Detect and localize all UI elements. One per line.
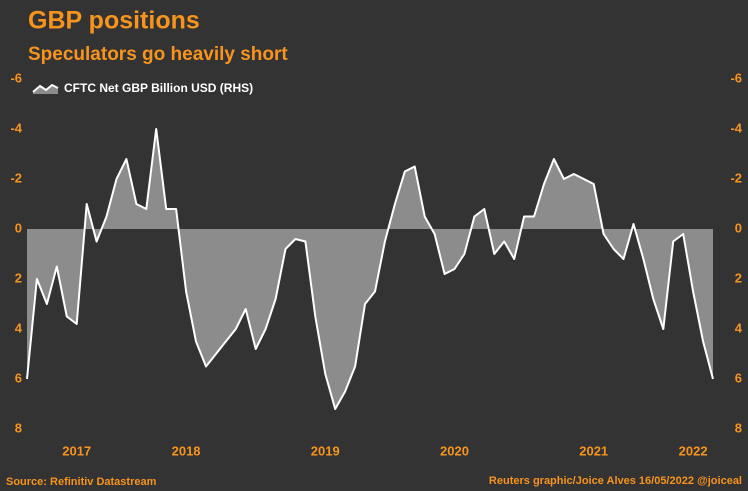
- x-tick-label: 2020: [440, 443, 469, 458]
- chart-title: GBP positions: [28, 7, 200, 35]
- x-tick-label: 2018: [172, 443, 201, 458]
- y-tick-label: 2: [15, 270, 22, 285]
- y-tick-label: 6: [15, 370, 22, 385]
- y2-tick-label: 2: [735, 270, 742, 285]
- legend-line: [32, 83, 59, 93]
- x-tick-label: 2019: [311, 443, 340, 458]
- y-tick-label: 8: [15, 420, 22, 435]
- y2-tick-label: 4: [735, 320, 743, 335]
- line: [26, 128, 714, 410]
- x-tick-label: 2022: [679, 443, 708, 458]
- y-tick-label: 4: [15, 320, 23, 335]
- x-tick-label: 2021: [579, 443, 608, 458]
- y-tick-label: -2: [10, 170, 22, 185]
- y2-tick-label: -4: [730, 120, 742, 135]
- y-tick-label: 0: [15, 220, 22, 235]
- area: [27, 129, 713, 409]
- y2-tick-label: -6: [730, 70, 742, 85]
- y2-tick-label: 0: [735, 220, 742, 235]
- legend-label: CFTC Net GBP Billion USD (RHS): [64, 81, 253, 95]
- source: Source: Refinitiv Datastream: [6, 476, 157, 488]
- x-tick-label: 2017: [62, 443, 91, 458]
- chart-subtitle: Speculators go heavily short: [28, 44, 288, 65]
- y2-tick-label: 6: [735, 370, 742, 385]
- y2-tick-label: -2: [730, 170, 742, 185]
- y2-tick-label: 8: [735, 420, 742, 435]
- y-tick-label: -6: [10, 70, 22, 85]
- y-tick-label: -4: [10, 120, 22, 135]
- credit: Reuters graphic/Joice Alves 16/05/2022 @…: [489, 475, 742, 487]
